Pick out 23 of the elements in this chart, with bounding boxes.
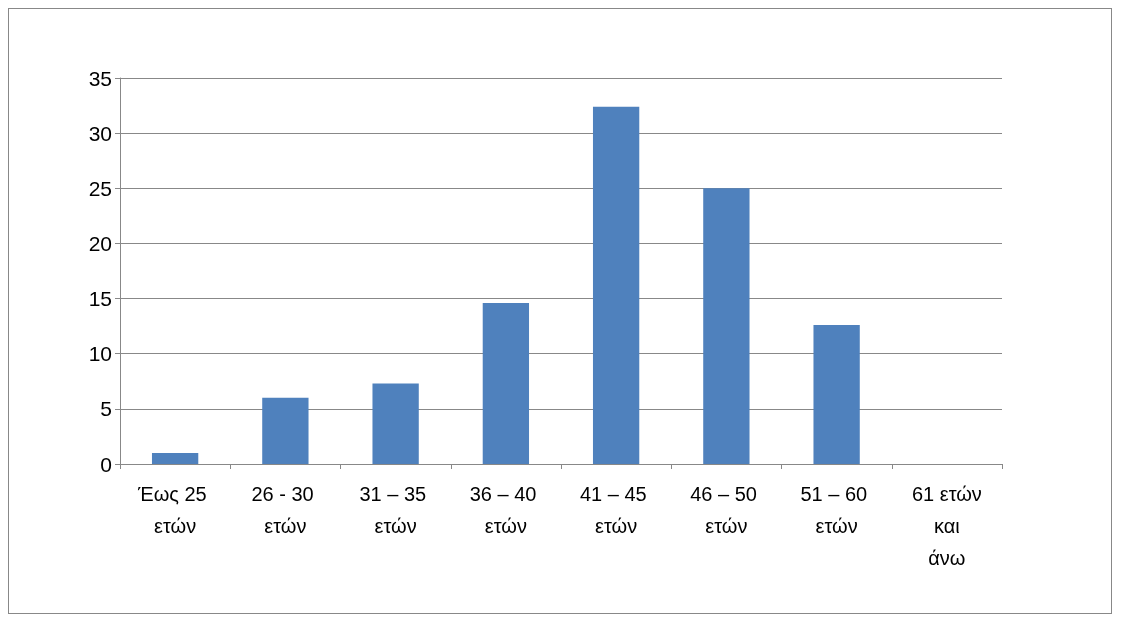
y-tick-label: 5 [100, 397, 112, 421]
x-tick-label: 41 – 45 ετών [579, 483, 653, 537]
bar [151, 452, 199, 464]
x-tick-label: 51 – 60 ετών [800, 483, 873, 537]
bar [482, 302, 530, 464]
x-tick-label: 61 ετών και άνω [911, 483, 982, 569]
y-tick-label: 0 [100, 452, 112, 476]
x-tick-label: 46 – 50 ετών [690, 483, 763, 537]
bar [592, 106, 640, 464]
bar [813, 325, 860, 464]
x-tick-label: 26 - 30 ετών [251, 483, 320, 537]
x-tick-label: Έως 25 ετών [136, 483, 213, 537]
y-tick-label: 30 [88, 121, 112, 145]
x-tick-label: 31 – 35 ετών [359, 483, 432, 537]
bar [703, 188, 750, 464]
bar [262, 397, 309, 464]
y-tick-label: 35 [88, 66, 112, 90]
x-tick-label: 36 – 40 ετών [469, 483, 543, 537]
y-tick-label: 25 [88, 176, 112, 200]
y-tick-label: 10 [88, 342, 112, 366]
y-tick-label: 15 [88, 287, 112, 311]
y-tick-label: 20 [88, 231, 112, 255]
bar [372, 383, 419, 464]
